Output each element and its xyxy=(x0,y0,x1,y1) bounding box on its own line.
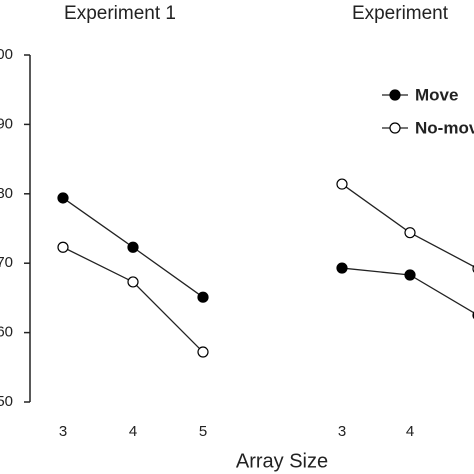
y-tick-label: 70 xyxy=(0,254,13,271)
data-point xyxy=(404,269,416,281)
data-point xyxy=(336,262,348,274)
y-tick-label: 100 xyxy=(0,46,13,63)
x-axis-label: Array Size xyxy=(236,450,328,472)
data-point xyxy=(57,241,69,253)
y-tick-label: 50 xyxy=(0,393,13,410)
data-point xyxy=(127,241,139,253)
x-tick-label: 4 xyxy=(129,423,137,440)
chart-title: Experiment 1 xyxy=(64,3,176,24)
legend-label: Move xyxy=(415,85,458,104)
y-tick-label: 80 xyxy=(0,185,13,202)
data-point xyxy=(127,276,139,288)
y-tick-label: 90 xyxy=(0,115,13,132)
series-line xyxy=(341,183,474,268)
chart-title: Experiment xyxy=(352,3,449,24)
legend-label: No-move xyxy=(415,118,474,137)
x-tick-label: 3 xyxy=(338,423,346,440)
x-tick-label: 4 xyxy=(406,423,414,440)
legend-marker xyxy=(389,89,401,101)
data-point xyxy=(197,346,209,358)
x-tick-label: 5 xyxy=(199,423,207,440)
data-point xyxy=(197,291,209,303)
data-point xyxy=(57,192,69,204)
data-point xyxy=(336,178,348,190)
legend-marker xyxy=(389,122,401,134)
data-point xyxy=(404,227,416,239)
x-tick-label: 3 xyxy=(59,423,67,440)
series-line xyxy=(62,246,204,353)
y-tick-label: 60 xyxy=(0,324,13,341)
